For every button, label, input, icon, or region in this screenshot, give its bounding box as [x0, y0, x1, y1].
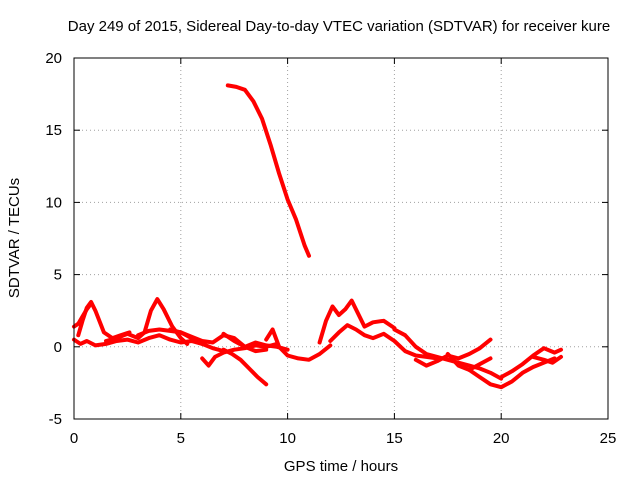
y-tick-label: 10	[45, 194, 62, 211]
plot-frame	[73, 57, 609, 420]
series-line-sat-12	[317, 298, 397, 345]
x-axis-label: GPS time / hours	[284, 458, 398, 475]
series-line-sat-17	[467, 356, 557, 390]
y-tick-label: 20	[45, 50, 62, 67]
x-tick-label: 15	[386, 430, 403, 447]
series-line-sat-13	[328, 323, 440, 361]
series-line-sat-10	[221, 347, 269, 387]
x-tick-label: 25	[600, 430, 617, 447]
x-tick-labels: 0 5 10 15 20 25	[70, 430, 617, 447]
series-line-sat-6	[168, 327, 226, 354]
axis-ticks	[73, 57, 609, 420]
series-layer	[72, 83, 563, 390]
x-tick-label: 0	[70, 430, 78, 447]
series-line-sat-3	[72, 301, 94, 329]
series-line-sat-11	[264, 327, 333, 362]
x-tick-label: 20	[493, 430, 510, 447]
series-line-sat-19	[531, 354, 563, 365]
y-tick-label: 5	[54, 267, 62, 284]
y-tick-label: 15	[45, 122, 62, 139]
series-line-sat-8	[221, 331, 290, 352]
grid	[74, 58, 608, 419]
chart-title: Day 249 of 2015, Sidereal Day-to-day VTE…	[68, 18, 610, 35]
y-tick-label: 0	[54, 339, 62, 356]
x-tick-label: 10	[279, 430, 296, 447]
y-tick-labels: -5 0 5 10 15 20	[45, 50, 62, 428]
series-line-sat-14	[392, 327, 504, 381]
series-line-sat-1	[72, 333, 205, 348]
series-line-sat-9	[225, 83, 311, 258]
y-axis-label: SDTVAR / TECUs	[6, 178, 23, 298]
y-tick-label: -5	[49, 411, 62, 428]
x-tick-label: 5	[177, 430, 185, 447]
